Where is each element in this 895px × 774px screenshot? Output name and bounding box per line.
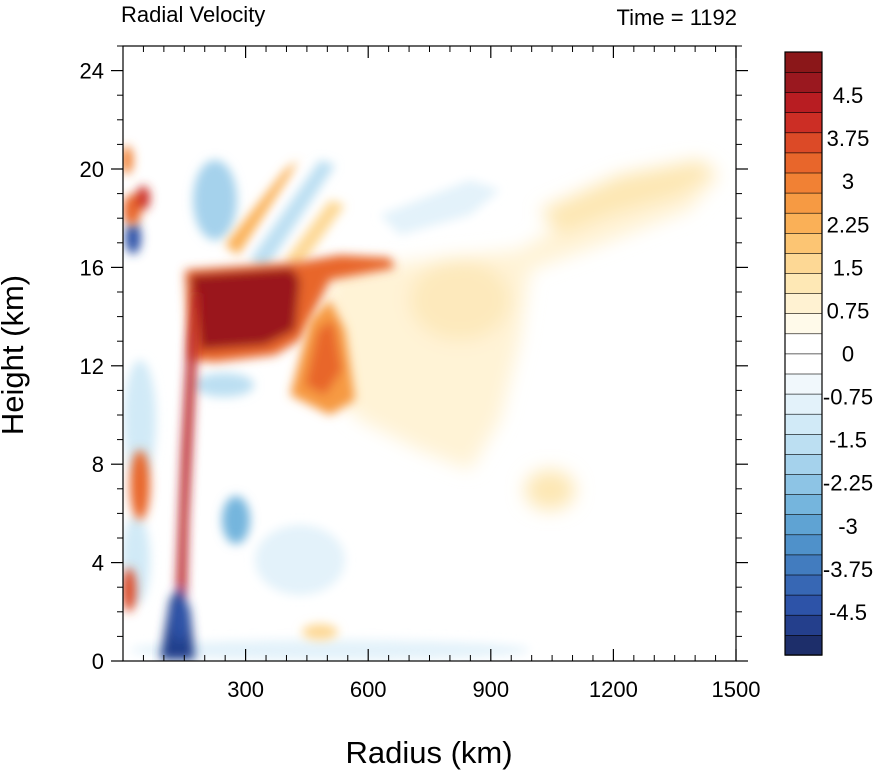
y-tick-label: 8	[92, 452, 104, 477]
y-tick-label: 0	[92, 649, 104, 674]
slanted-band-orange-2	[285, 200, 345, 270]
colorbar-tick-label: -4.5	[829, 600, 867, 625]
colorbar-tick-label: 3	[842, 169, 854, 194]
left-outflow-blob-2	[136, 186, 150, 210]
colorbar-tick-label: 4.5	[833, 83, 864, 108]
colorbar-swatch	[784, 312, 823, 335]
x-tick-label: 300	[227, 677, 264, 702]
colorbar-tick-label: -2.25	[823, 471, 873, 496]
colorbar-swatch	[784, 513, 823, 536]
y-tick-label: 4	[92, 551, 104, 576]
colorbar-swatch	[784, 333, 823, 355]
colorbar-swatch	[784, 292, 823, 315]
colorbar-swatch	[784, 373, 823, 395]
x-tick-label: 1500	[712, 677, 761, 702]
left-mid-inflow	[194, 373, 254, 397]
mid-inflow-blob	[222, 496, 250, 544]
left-edge-outflow-streaks	[123, 146, 338, 640]
mid-lobe-core	[305, 320, 342, 395]
colorbar-tick-label: -1.5	[829, 428, 867, 453]
upper-left-inflow	[193, 160, 237, 240]
eyewall-outflow-band	[175, 290, 200, 630]
x-tick-label: 600	[350, 677, 387, 702]
colorbar-swatch	[784, 232, 823, 254]
colorbar-tick-label: -3.75	[823, 557, 873, 582]
colorbar-swatch	[784, 51, 823, 73]
colorbar: 4.5 3.75 3 2.25 1.5 0.75 0 -0.75 -1.5 -2.25 -3 -3.7…	[784, 51, 873, 656]
colorbar-swatch	[784, 554, 823, 576]
colorbar-swatch	[784, 574, 823, 596]
slanted-bands	[225, 160, 345, 270]
colorbar-swatch	[784, 393, 823, 415]
colorbar-swatch	[784, 71, 823, 93]
colorbar-tick-label: 0.75	[827, 298, 870, 323]
outflow-jet-core	[190, 268, 300, 350]
y-tick-label: 20	[80, 157, 104, 182]
left-outflow-blob-5	[123, 146, 133, 174]
y-tick-label: 16	[80, 255, 104, 280]
x-tick-label: 900	[472, 677, 509, 702]
colorbar-swatch	[784, 152, 823, 174]
colorbar-swatch	[784, 453, 823, 475]
broad-outflow-shape	[320, 160, 720, 470]
colorbar-tick-label: 3.75	[827, 126, 870, 151]
far-left-deep-inflow	[125, 222, 141, 254]
colorbar-swatch	[784, 614, 823, 636]
heatmap-field	[123, 46, 736, 661]
colorbar-swatch	[784, 272, 823, 294]
eyewall-inflow-mid	[172, 598, 188, 642]
left-outflow-blob-4	[123, 568, 136, 612]
y-tick-label: 24	[80, 59, 104, 84]
colorbar-tick-label: -3	[838, 514, 858, 539]
y-axis: 0 4 8 12 16 20 24	[80, 45, 748, 674]
colorbar-tick-label: 2.25	[827, 212, 870, 237]
colorbar-swatch	[784, 634, 823, 656]
left-outflow-blob-3	[130, 450, 150, 520]
colorbar-swatch	[784, 493, 823, 516]
colorbar-swatch	[784, 413, 823, 435]
slanted-band-blue-1	[250, 160, 335, 270]
colorbar-swatch	[784, 132, 823, 154]
low-outflow-blob	[302, 624, 338, 640]
y-tick-label: 12	[80, 354, 104, 379]
colorbar-swatch	[784, 91, 823, 113]
upper-mid-weak-outflow	[410, 260, 510, 340]
left-inflow-strip-1	[124, 360, 156, 480]
colorbar-swatch	[784, 112, 823, 134]
colorbar-tick-label: 0	[842, 342, 854, 367]
broad-outflow-region	[320, 160, 720, 510]
mid-level-outflow-lobe	[290, 300, 355, 415]
colorbar-swatch	[784, 212, 823, 234]
x-axis-label: Radius (km)	[345, 735, 512, 770]
colorbar-swatch	[784, 433, 823, 455]
slanted-band-orange-1	[225, 160, 298, 255]
x-tick-label: 1200	[589, 677, 638, 702]
eyewall-band	[160, 290, 200, 660]
colorbar-swatch	[784, 192, 823, 214]
colorbar-swatch	[784, 594, 823, 616]
chart-title: Radial Velocity	[121, 2, 265, 27]
colorbar-frame	[784, 51, 823, 656]
weak-inflow-patches	[123, 160, 530, 660]
y-axis-label: Height (km)	[0, 275, 30, 435]
upper-inflow-band	[380, 180, 500, 235]
colorbar-tick-label: -0.75	[823, 385, 873, 410]
time-label: Time = 1192	[617, 5, 737, 30]
colorbar-tick-label: 1.5	[833, 255, 864, 280]
main-outflow-jet	[185, 255, 395, 362]
x-axis: 300 600 900 1200 1500	[142, 46, 761, 702]
colorbar-swatch	[784, 172, 823, 194]
colorbar-swatch	[784, 353, 823, 375]
colorbar-swatch	[784, 252, 823, 274]
upper-right-outflow-tongue	[540, 160, 715, 235]
colorbar-swatch	[784, 473, 823, 495]
colorbar-swatch	[784, 534, 823, 556]
low-inflow-blob	[255, 525, 345, 595]
mid-right-weak-outflow	[525, 470, 575, 510]
